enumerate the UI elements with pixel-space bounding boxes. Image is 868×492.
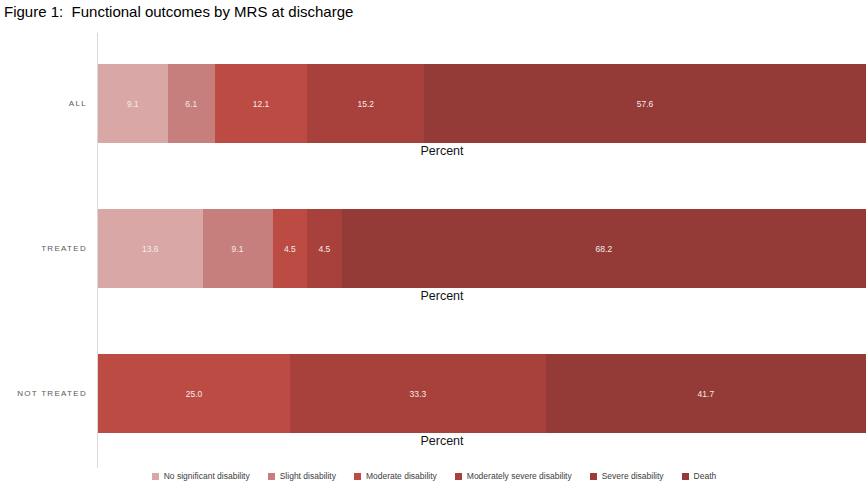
legend-item: Moderate disability (354, 471, 437, 481)
segment-value-label: 25.0 (186, 389, 203, 399)
stacked-bar: 13.6 9.1 4.5 4.5 68.2 (98, 209, 866, 288)
segment-value-label: 4.5 (318, 244, 330, 254)
legend-item: Slight disability (268, 471, 336, 481)
bar-segment: 13.6 (98, 209, 203, 288)
bar-segment: 15.2 (307, 64, 424, 143)
figure: Figure 1: Functional outcomes by MRS at … (0, 0, 868, 492)
bar-segment: 6.1 (168, 64, 215, 143)
category-label-treated: TREATED (0, 209, 87, 288)
bar-segment: 9.1 (98, 64, 168, 143)
axis-title-percent: Percent (98, 144, 786, 158)
legend-label: Moderately severe disability (467, 471, 572, 481)
segment-value-label: 9.1 (127, 99, 139, 109)
stacked-bar: 9.1 6.1 12.1 15.2 57.6 (98, 64, 866, 143)
segment-value-label: 57.6 (637, 99, 654, 109)
plot-area: 25.0 33.3 41.7 Percent (97, 323, 866, 468)
legend-swatch (354, 473, 361, 480)
bar-segment: 9.1 (203, 209, 273, 288)
axis-title-percent: Percent (98, 289, 786, 303)
legend-swatch (682, 473, 689, 480)
legend-label: Moderate disability (366, 471, 437, 481)
segment-value-label: 6.1 (185, 99, 197, 109)
bar-segment: 41.7 (546, 354, 866, 433)
bar-segment: 68.2 (342, 209, 866, 288)
segment-value-label: 13.6 (142, 244, 159, 254)
legend-item: Moderately severe disability (455, 471, 572, 481)
segment-value-label: 9.1 (232, 244, 244, 254)
bar-segment: 33.3 (290, 354, 546, 433)
category-label-all: ALL (0, 64, 87, 143)
legend-item: Death (682, 471, 717, 481)
bar-segment: 4.5 (273, 209, 308, 288)
legend-swatch (455, 473, 462, 480)
segment-value-label: 68.2 (596, 244, 613, 254)
legend-label: Slight disability (280, 471, 336, 481)
legend-swatch (152, 473, 159, 480)
legend-label: No significant disability (164, 471, 250, 481)
segment-value-label: 12.1 (253, 99, 270, 109)
legend-label: Severe disability (602, 471, 664, 481)
legend-item: No significant disability (152, 471, 250, 481)
chart-not-treated: NOT TREATED 25.0 33.3 41.7 Percent (0, 323, 868, 468)
axis-title-percent: Percent (98, 434, 786, 448)
stacked-bar: 25.0 33.3 41.7 (98, 354, 866, 433)
bar-segment: 12.1 (215, 64, 308, 143)
charts-container: ALL9.16.112.115.257.6PercentTREATED13.69… (0, 33, 868, 468)
legend-label: Death (694, 471, 717, 481)
bar-segment: 57.6 (424, 64, 866, 143)
bar-segment: 25.0 (98, 354, 290, 433)
legend-item: Severe disability (590, 471, 664, 481)
chart-treated: TREATED 13.6 9.1 4.5 4.5 68.2 Percent (0, 178, 868, 323)
segment-value-label: 4.5 (284, 244, 296, 254)
segment-value-label: 41.7 (698, 389, 715, 399)
plot-area: 9.1 6.1 12.1 15.2 57.6 Percent (97, 33, 866, 178)
legend-swatch (590, 473, 597, 480)
segment-value-label: 15.2 (357, 99, 374, 109)
segment-value-label: 33.3 (410, 389, 427, 399)
legend: No significant disability Slight disabili… (0, 471, 868, 481)
plot-area: 13.6 9.1 4.5 4.5 68.2 Percent (97, 178, 866, 323)
category-label-not-treated: NOT TREATED (0, 354, 87, 433)
figure-title: Figure 1: Functional outcomes by MRS at … (4, 3, 353, 20)
chart-all: ALL 9.1 6.1 12.1 15.2 57.6 Percent (0, 33, 868, 178)
bar-segment: 4.5 (307, 209, 342, 288)
legend-swatch (268, 473, 275, 480)
